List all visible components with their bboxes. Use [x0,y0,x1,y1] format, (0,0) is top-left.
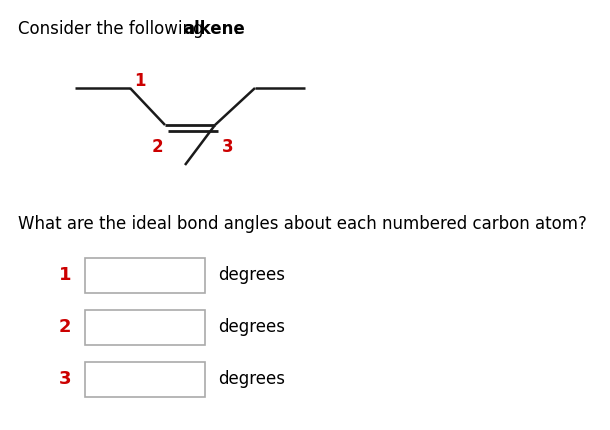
Text: alkene: alkene [183,20,245,38]
Text: 1: 1 [59,266,71,284]
Text: Consider the following: Consider the following [18,20,209,38]
Text: .: . [233,20,239,38]
Text: 3: 3 [59,370,71,388]
Text: degrees: degrees [218,370,285,388]
Text: 2: 2 [152,138,163,156]
Bar [85,310,205,345]
Text: 1: 1 [134,72,146,90]
Bar [85,362,205,397]
Text: What are the ideal bond angles about each numbered carbon atom?: What are the ideal bond angles about eac… [18,215,587,233]
Text: degrees: degrees [218,318,285,336]
Text: 2: 2 [59,318,71,336]
Text: degrees: degrees [218,266,285,284]
Text: 3: 3 [222,138,234,156]
Bar [85,258,205,293]
